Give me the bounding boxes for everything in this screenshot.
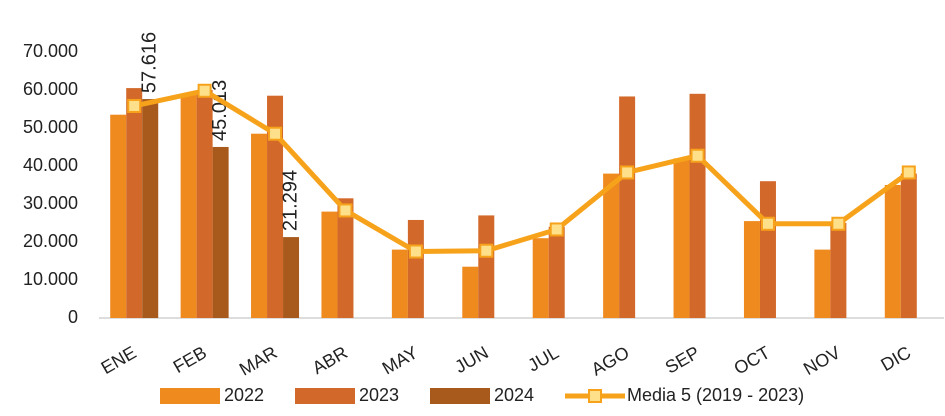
y-tick-label: 40.000	[23, 155, 78, 175]
legend-marker	[588, 389, 602, 403]
marker	[760, 216, 775, 231]
marker	[408, 244, 423, 259]
marker	[690, 148, 705, 163]
bar	[321, 211, 338, 318]
x-tick-label: JUL	[524, 342, 562, 375]
bar	[759, 181, 776, 318]
value-label: 57.616	[138, 32, 160, 93]
y-tick-label: 50.000	[23, 117, 78, 137]
bar	[283, 237, 300, 318]
bar	[603, 173, 620, 318]
bar	[884, 185, 901, 318]
x-tick-label: OCT	[730, 342, 773, 378]
marker	[197, 83, 212, 98]
bar	[900, 173, 917, 318]
x-tick-label: MAY	[379, 342, 422, 378]
x-tick-label: DIC	[877, 342, 914, 375]
legend-swatch	[160, 388, 220, 404]
bar	[814, 249, 831, 318]
bar	[110, 114, 127, 318]
x-tick-label: MAR	[236, 342, 281, 379]
marker	[338, 203, 353, 218]
bar	[142, 99, 159, 318]
bar	[532, 238, 549, 318]
legend-swatch	[295, 388, 355, 404]
marker	[831, 216, 846, 231]
value-label: 45.013	[209, 80, 231, 141]
x-tick-label: NOV	[800, 342, 844, 379]
bar	[212, 146, 229, 318]
legend-swatch	[430, 388, 490, 404]
bar	[743, 221, 760, 318]
value-label: 21.294	[279, 170, 301, 231]
bar	[462, 266, 479, 318]
marker	[479, 243, 494, 258]
marker	[268, 126, 283, 141]
bar	[689, 93, 706, 318]
legend-label: 2022	[224, 385, 264, 405]
marker	[620, 165, 635, 180]
legend-label: 2024	[494, 385, 534, 405]
legend-label: Media 5 (2019 - 2023)	[627, 385, 804, 405]
bar	[673, 158, 690, 318]
y-tick-label: 30.000	[23, 193, 78, 213]
marker	[127, 98, 142, 113]
y-tick-label: 20.000	[23, 231, 78, 251]
bar	[391, 249, 408, 318]
x-tick-label: AGO	[588, 342, 633, 379]
x-tick-label: JUN	[451, 342, 491, 377]
bar	[126, 88, 143, 318]
y-tick-label: 10.000	[23, 269, 78, 289]
bar	[548, 226, 565, 318]
y-tick-label: 0	[68, 307, 78, 327]
bar	[180, 93, 197, 318]
bar	[251, 133, 268, 318]
marker	[901, 165, 916, 180]
y-tick-label: 60.000	[23, 79, 78, 99]
line	[133, 88, 911, 254]
bar	[267, 95, 284, 318]
marker	[549, 222, 564, 237]
bar	[830, 223, 847, 318]
bar	[407, 219, 424, 318]
x-tick-label: SEP	[662, 342, 703, 377]
bar	[619, 96, 636, 319]
x-tick-label: ENE	[98, 342, 140, 378]
legend-label: 2023	[359, 385, 399, 405]
bar	[337, 198, 354, 318]
x-tick-label: FEB	[170, 342, 210, 377]
bar	[196, 90, 213, 318]
y-tick-label: 70.000	[23, 41, 78, 61]
bar	[478, 215, 495, 318]
x-tick-label: ABR	[309, 342, 351, 378]
